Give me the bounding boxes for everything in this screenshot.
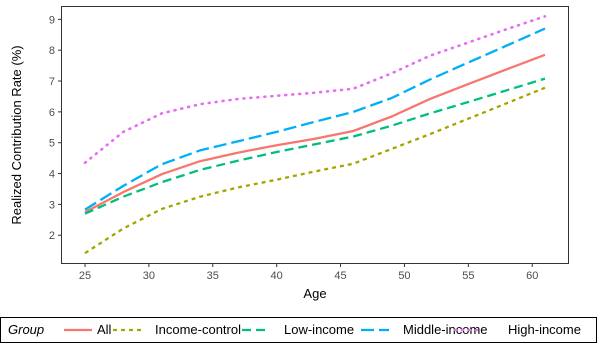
plot-panel — [61, 6, 569, 264]
legend-label-all: All — [97, 322, 112, 337]
x-tick-label: 35 — [207, 270, 219, 282]
series-lines — [83, 14, 547, 255]
y-tick-label: 9 — [49, 14, 55, 26]
x-tick-label: 25 — [79, 270, 91, 282]
legend: All Income-control Low-income Middle-income… — [64, 322, 581, 337]
y-tick-label: 8 — [49, 45, 55, 57]
legend-label-middle-income: Middle-income — [403, 322, 488, 337]
series-line-high-income — [83, 14, 547, 165]
x-tick-label: 60 — [526, 270, 538, 282]
x-tick-label: 40 — [271, 270, 283, 282]
series-line-all — [84, 53, 546, 214]
x-tick-label: 45 — [334, 270, 346, 282]
x-tick-label: 55 — [462, 270, 474, 282]
legend-label-high-income: High-income — [508, 322, 581, 337]
y-axis-title: Realized Contribution Rate (%) — [9, 45, 24, 224]
legend-title: Group — [8, 322, 44, 337]
y-tick-label: 6 — [49, 107, 55, 119]
x-tick-label: 50 — [398, 270, 410, 282]
y-tick-label: 7 — [49, 76, 55, 88]
y-tick-label: 3 — [49, 199, 55, 211]
y-tick-label: 4 — [49, 169, 55, 181]
legend-label-low-income: Low-income — [284, 322, 354, 337]
legend-label-income-control: Income-control — [155, 322, 241, 337]
series-line-income-control — [84, 86, 546, 255]
y-tick-label: 5 — [49, 138, 55, 150]
x-axis-title: Age — [303, 286, 326, 301]
legend-box — [0, 317, 597, 343]
series-line-low-income — [84, 77, 546, 215]
y-tick-label: 2 — [49, 230, 55, 242]
x-tick-label: 30 — [143, 270, 155, 282]
